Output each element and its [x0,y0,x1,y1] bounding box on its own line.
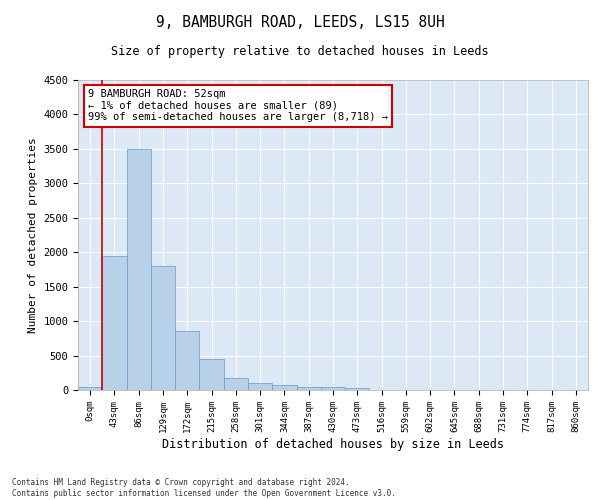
Bar [151,266,175,390]
Text: 9, BAMBURGH ROAD, LEEDS, LS15 8UH: 9, BAMBURGH ROAD, LEEDS, LS15 8UH [155,15,445,30]
Y-axis label: Number of detached properties: Number of detached properties [28,137,38,333]
Bar [102,256,127,390]
Bar [127,149,151,390]
Text: 9 BAMBURGH ROAD: 52sqm
← 1% of detached houses are smaller (89)
99% of semi-deta: 9 BAMBURGH ROAD: 52sqm ← 1% of detached … [88,90,388,122]
Bar [199,359,224,390]
Bar [78,386,102,390]
Text: Contains HM Land Registry data © Crown copyright and database right 2024.
Contai: Contains HM Land Registry data © Crown c… [12,478,396,498]
Bar [224,378,248,390]
Bar [345,388,370,390]
X-axis label: Distribution of detached houses by size in Leeds: Distribution of detached houses by size … [162,438,504,450]
Bar [175,332,199,390]
Bar [272,385,296,390]
Text: Size of property relative to detached houses in Leeds: Size of property relative to detached ho… [111,45,489,58]
Bar [296,386,321,390]
Bar [248,383,272,390]
Bar [321,387,345,390]
